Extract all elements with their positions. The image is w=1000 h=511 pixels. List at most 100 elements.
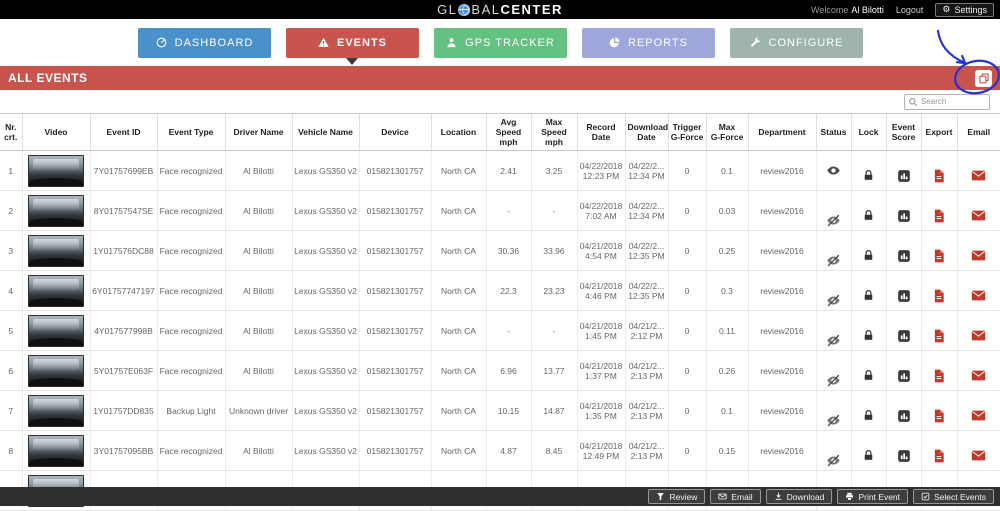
tab-dashboard[interactable]: DASHBOARD: [137, 27, 271, 58]
tab-label: REPORTS: [628, 36, 688, 49]
avg-speed-cell: -: [486, 310, 532, 351]
event-score-icon[interactable]: [897, 329, 911, 343]
export-pdf-icon[interactable]: [933, 209, 945, 223]
event-score-icon[interactable]: [897, 209, 911, 223]
status-not-viewed-icon[interactable]: [826, 373, 841, 388]
tab-events[interactable]: EVENTS: [285, 27, 419, 65]
video-thumbnail[interactable]: [28, 274, 84, 307]
event-score-icon[interactable]: [897, 409, 911, 423]
col-header-email[interactable]: Email: [957, 114, 1000, 151]
email-icon[interactable]: [971, 370, 986, 381]
select-events-button[interactable]: Select Events: [913, 489, 994, 504]
export-pdf-icon[interactable]: [933, 249, 945, 263]
email-icon[interactable]: [971, 330, 986, 341]
video-thumbnail[interactable]: [28, 354, 84, 387]
col-header-vehicle[interactable]: Vehicle Name: [292, 114, 360, 151]
lock-icon[interactable]: [862, 449, 875, 462]
status-not-viewed-icon[interactable]: [826, 453, 841, 468]
table-row[interactable]: 5 4Y017577998B Face recognized Al Bilott…: [0, 310, 1000, 351]
col-header-max-gforce[interactable]: Max G-Force: [706, 114, 749, 151]
export-pdf-icon[interactable]: [933, 289, 945, 303]
logo-text: CENTER: [500, 2, 563, 17]
event-score-icon[interactable]: [897, 169, 911, 183]
col-header-download-date[interactable]: Download Date: [625, 114, 669, 151]
event-score-icon[interactable]: [897, 249, 911, 263]
col-header-export[interactable]: Export: [921, 114, 958, 151]
video-thumbnail[interactable]: [28, 234, 84, 267]
status-not-viewed-icon[interactable]: [826, 293, 841, 308]
col-header-device[interactable]: Device: [359, 114, 432, 151]
search-input[interactable]: [921, 97, 986, 106]
export-pdf-icon[interactable]: [933, 449, 945, 463]
tab-configure[interactable]: CONFIGURE: [729, 27, 863, 58]
export-pdf-icon[interactable]: [933, 169, 945, 183]
video-thumbnail[interactable]: [28, 394, 84, 427]
export-pdf-icon[interactable]: [933, 369, 945, 383]
col-header-event-id[interactable]: Event ID: [90, 114, 158, 151]
lock-icon[interactable]: [862, 209, 875, 222]
email-icon[interactable]: [971, 250, 986, 261]
tab-gps-tracker[interactable]: GPS TRACKER: [433, 27, 567, 58]
lock-icon[interactable]: [862, 289, 875, 302]
col-header-lock[interactable]: Lock: [851, 114, 887, 151]
status-not-viewed-icon[interactable]: [826, 213, 841, 228]
max-gforce-cell: 0.03: [706, 190, 749, 231]
table-row[interactable]: 3 1Y017576DC88 Face recognized Al Bilott…: [0, 230, 1000, 271]
export-pdf-icon[interactable]: [933, 329, 945, 343]
email-icon[interactable]: [971, 290, 986, 301]
vehicle-name-cell: Lexus GS350 v2: [292, 310, 360, 351]
col-header-avg-speed[interactable]: Avg Speed mph: [486, 114, 532, 151]
tab-reports[interactable]: REPORTS: [581, 27, 715, 58]
vehicle-name-cell: Lexus GS350 v2: [292, 390, 360, 431]
email-icon[interactable]: [971, 450, 986, 461]
lock-icon[interactable]: [862, 409, 875, 422]
col-header-video[interactable]: Video: [22, 114, 91, 151]
settings-button[interactable]: ⚙ Settings: [935, 2, 994, 17]
download-button[interactable]: Download: [765, 489, 833, 504]
col-header-event-type[interactable]: Event Type: [157, 114, 226, 151]
review-button[interactable]: Review: [648, 489, 706, 504]
video-thumbnail[interactable]: [28, 314, 84, 347]
lock-icon[interactable]: [862, 369, 875, 382]
col-header-event-score[interactable]: Event Score: [886, 114, 922, 151]
event-score-icon[interactable]: [897, 369, 911, 383]
event-score-icon[interactable]: [897, 289, 911, 303]
video-thumbnail[interactable]: [28, 194, 84, 227]
row-number: 1: [0, 150, 23, 191]
status-viewed-icon[interactable]: [826, 163, 841, 178]
logout-link[interactable]: Logout: [895, 4, 924, 15]
table-row[interactable]: 7 1Y01757DD835 Backup Light Unknown driv…: [0, 390, 1000, 431]
status-not-viewed-icon[interactable]: [826, 413, 841, 428]
table-row[interactable]: 4 6Y01757747197 Face recognized Al Bilot…: [0, 270, 1000, 311]
table-row[interactable]: 8 3Y01757095BB Face recognized Al Bilott…: [0, 430, 1000, 471]
table-row[interactable]: 2 8Y01757547SE Face recognized Al Bilott…: [0, 190, 1000, 231]
col-header-nr[interactable]: Nr. crt.: [0, 114, 23, 151]
event-score-icon[interactable]: [897, 449, 911, 463]
status-not-viewed-icon[interactable]: [826, 333, 841, 348]
col-header-max-speed[interactable]: Max Speed mph: [531, 114, 578, 151]
email-icon[interactable]: [971, 170, 986, 181]
email-icon[interactable]: [971, 210, 986, 221]
video-thumbnail[interactable]: [28, 434, 84, 467]
col-header-record-date[interactable]: Record Date: [577, 114, 626, 151]
table-row[interactable]: 6 5Y01757E063F Face recognized Al Bilott…: [0, 350, 1000, 391]
status-not-viewed-icon[interactable]: [826, 253, 841, 268]
video-thumbnail[interactable]: [28, 154, 84, 187]
email-icon[interactable]: [971, 410, 986, 421]
col-header-location[interactable]: Location: [431, 114, 487, 151]
col-header-status[interactable]: Status: [816, 114, 852, 151]
col-header-department[interactable]: Department: [748, 114, 817, 151]
lock-icon[interactable]: [862, 329, 875, 342]
export-events-button[interactable]: [975, 69, 992, 87]
col-header-trigger-gforce[interactable]: Trigger G-Force: [668, 114, 707, 151]
email-button[interactable]: Email: [710, 489, 761, 504]
search-box[interactable]: [904, 93, 990, 110]
export-pdf-icon[interactable]: [933, 409, 945, 423]
table-row[interactable]: 1 7Y01757699EB Face recognized Al Bilott…: [0, 150, 1000, 191]
col-header-driver[interactable]: Driver Name: [225, 114, 293, 151]
location-cell: North CA: [431, 230, 487, 271]
vehicle-name-cell: Lexus GS350 v2: [292, 270, 360, 311]
lock-icon[interactable]: [862, 169, 875, 182]
print-event-button[interactable]: Print Event: [837, 489, 909, 504]
lock-icon[interactable]: [862, 249, 875, 262]
